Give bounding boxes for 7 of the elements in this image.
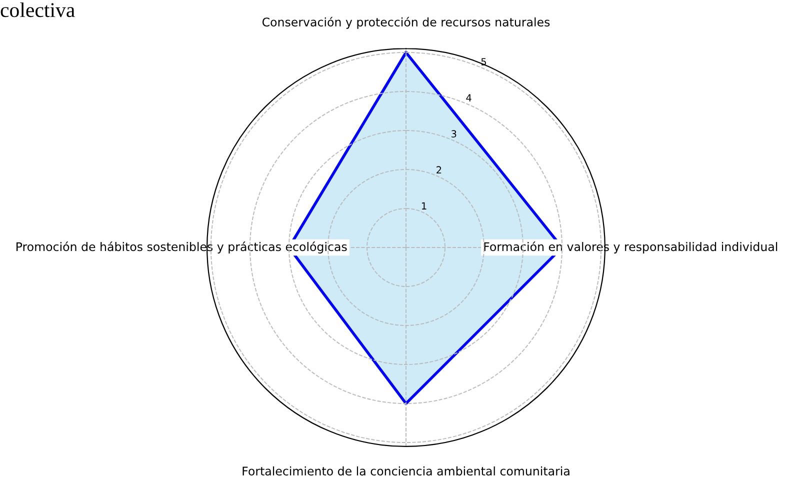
y-tick-label: 2 [436, 166, 442, 174]
y-tick-label: 1 [422, 202, 426, 210]
spoke-label: Fortalecimiento de la conciencia ambiental comunitaria [242, 466, 570, 476]
y-tick-label: 3 [452, 130, 456, 138]
y-tick-label: 4 [466, 94, 472, 102]
spoke-label: Conservación y protección de recursos naturales [262, 16, 550, 29]
chart-title: colectiva [0, 2, 75, 18]
